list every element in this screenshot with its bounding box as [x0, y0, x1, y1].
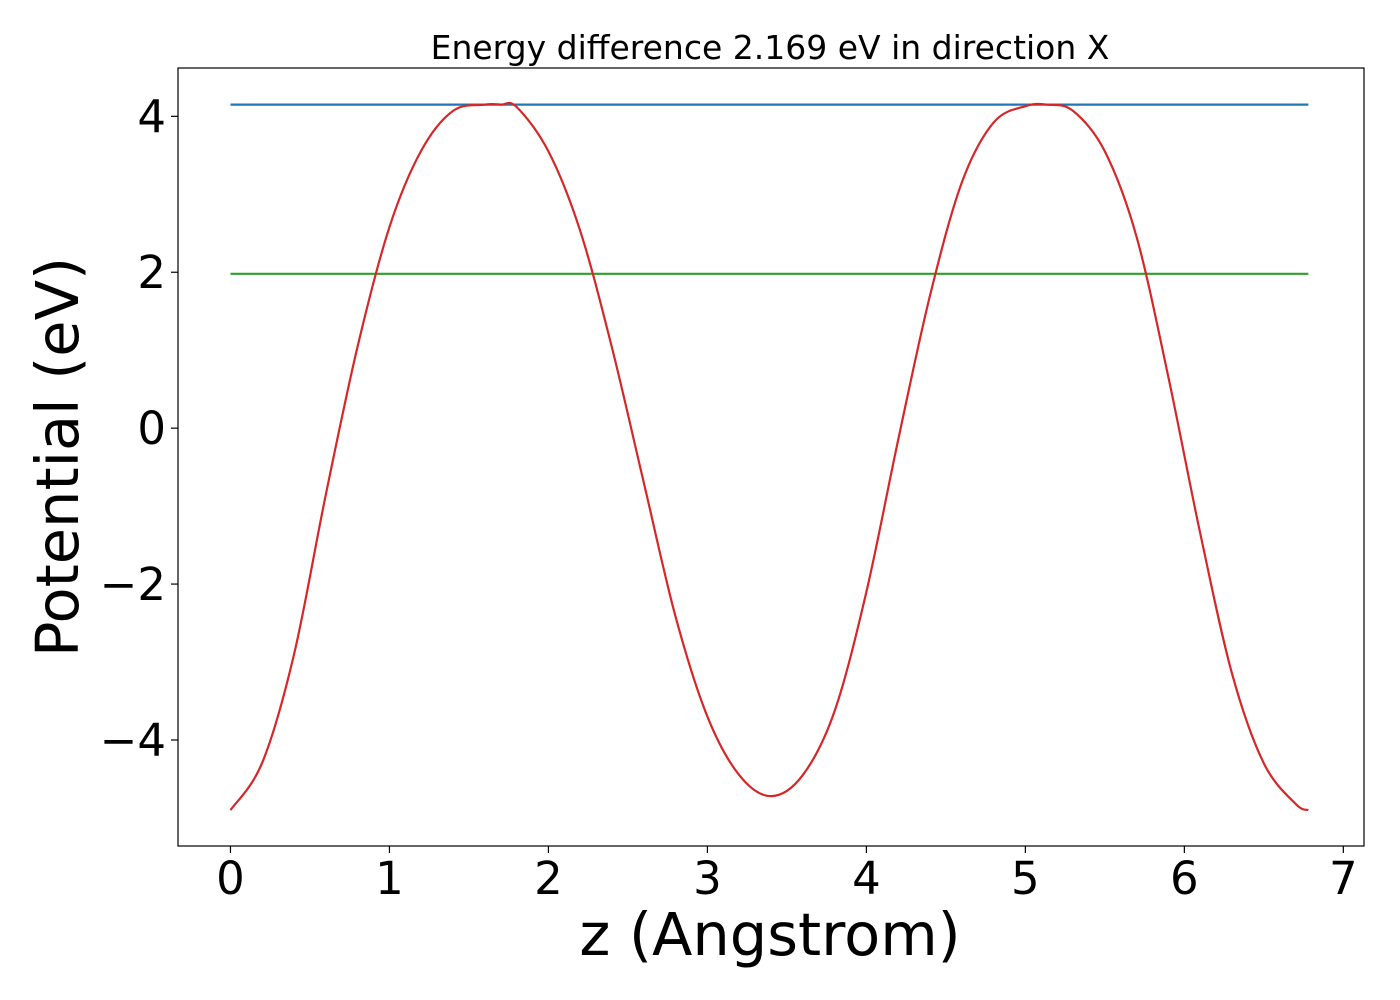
series-layer	[229, 101, 1309, 812]
y-tick-label: −4	[100, 714, 166, 767]
x-tick-label: 4	[852, 852, 881, 905]
y-tick-label: −2	[100, 558, 166, 611]
chart-title: Energy difference 2.169 eV in direction …	[431, 28, 1110, 67]
y-tick-label: 2	[137, 246, 166, 299]
x-tick-label: 1	[375, 852, 404, 905]
x-axis-label: z (Angstrom)	[579, 900, 960, 969]
x-tick-label: 2	[534, 852, 563, 905]
plot-frame	[177, 67, 1365, 847]
y-axis-ticks: −4 −2 0 2 4	[100, 90, 178, 767]
y-axis-label: Potential (eV)	[23, 257, 92, 657]
x-tick-label: 0	[216, 852, 245, 905]
x-tick-label: 5	[1011, 852, 1040, 905]
series-line-red	[229, 101, 1309, 812]
y-tick-label: 0	[137, 402, 166, 455]
x-tick-label: 7	[1329, 852, 1358, 905]
y-tick-label: 4	[137, 90, 166, 143]
x-axis-ticks: 0 1 2 3 4 5 6 7	[216, 846, 1358, 905]
x-tick-label: 6	[1170, 852, 1199, 905]
x-tick-label: 3	[693, 852, 722, 905]
